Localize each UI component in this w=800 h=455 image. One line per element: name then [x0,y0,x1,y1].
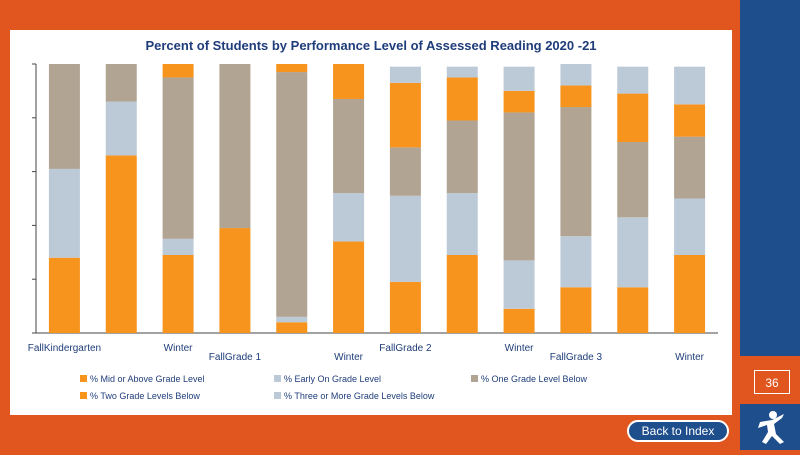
bar-segment-1 [560,287,592,333]
bar-segment-4 [446,77,478,121]
bar-segment-4 [389,82,421,148]
bar-segment-2 [333,193,365,242]
bar-segment-3 [48,64,80,169]
chart-panel: Percent of Students by Performance Level… [10,30,732,415]
sidebar [740,0,800,356]
bar-segment-1 [503,308,535,333]
legend-swatch [80,375,87,382]
bar-segment-2 [503,260,535,309]
legend-label: % Early On Grade Level [284,374,381,384]
x-tick-label: Winter [505,343,535,354]
bar-segment-2 [276,316,308,323]
legend-swatch [274,392,281,399]
bar-segment-1 [48,257,80,333]
bar-segment-5 [446,66,478,78]
bar-segment-4 [333,64,365,99]
bar-segment-1 [389,281,421,333]
bar-segment-3 [162,77,194,239]
bar-segment-5 [560,64,592,86]
bar-segment-3 [219,64,251,229]
bar-segment-5 [389,66,421,83]
person-logo-icon [758,411,784,444]
x-tick-label: Winter [675,352,705,363]
bar-segment-5 [674,66,706,105]
bar-segment-3 [674,136,706,199]
x-tick-label: FallGrade 1 [209,352,262,363]
bar-segment-2 [105,101,137,156]
x-tick-label: FallGrade 2 [379,343,432,354]
bar-segment-3 [389,147,421,196]
logo [740,404,800,450]
bar-segment-2 [617,217,649,288]
legend-swatch [471,375,478,382]
x-tick-label: FallKindergarten [28,343,101,354]
bar-segment-3 [560,107,592,237]
bar-segment-1 [276,322,308,333]
bar-segment-3 [503,112,535,261]
legend-label: % One Grade Level Below [481,374,588,384]
bar-segment-1 [219,228,251,333]
bar-segment-4 [503,90,535,113]
bar-segment-4 [674,104,706,137]
bar-segment-1 [617,287,649,333]
bar-segment-3 [617,142,649,218]
legend-swatch [80,392,87,399]
bar-segment-2 [48,168,80,258]
bar-segment-1 [162,254,194,333]
bar-segment-1 [333,241,365,333]
legend-label: % Three or More Grade Levels Below [284,391,435,401]
bar-segment-3 [105,64,137,102]
bar-segment-2 [162,238,194,255]
bar-segment-2 [446,193,478,255]
bar-segment-3 [446,120,478,194]
stacked-bar-chart: FallKindergarten Winter FallGrade 1 Winter F… [28,63,718,401]
x-tick-label: Winter [334,352,364,363]
legend-label: % Mid or Above Grade Level [90,374,205,384]
sidebar-text: Assessment & Research | Everett Public S… [11,88,20,264]
back-to-index-button[interactable]: Back to Index [627,420,729,442]
bar-segment-1 [674,254,706,333]
bar-segment-1 [105,155,137,333]
bar-segment-4 [276,64,308,73]
bar-segment-2 [674,198,706,255]
x-tick-label: Winter [164,343,194,354]
bar-segment-1 [446,254,478,333]
page-number: 36 [754,370,790,394]
chart-title: Percent of Students by Performance Level… [145,38,597,53]
bar-segment-5 [617,66,649,94]
bar-segment-4 [162,64,194,78]
bar-segment-5 [503,66,535,91]
bar-segment-4 [617,93,649,143]
bar-segment-2 [560,236,592,288]
legend-swatch [274,375,281,382]
bar-segment-4 [560,85,592,108]
legend-label: % Two Grade Levels Below [90,391,200,401]
bar-segment-3 [276,72,308,317]
bar-segment-3 [333,98,365,194]
x-tick-label: FallGrade 3 [550,352,603,363]
bar-segment-2 [389,195,421,282]
